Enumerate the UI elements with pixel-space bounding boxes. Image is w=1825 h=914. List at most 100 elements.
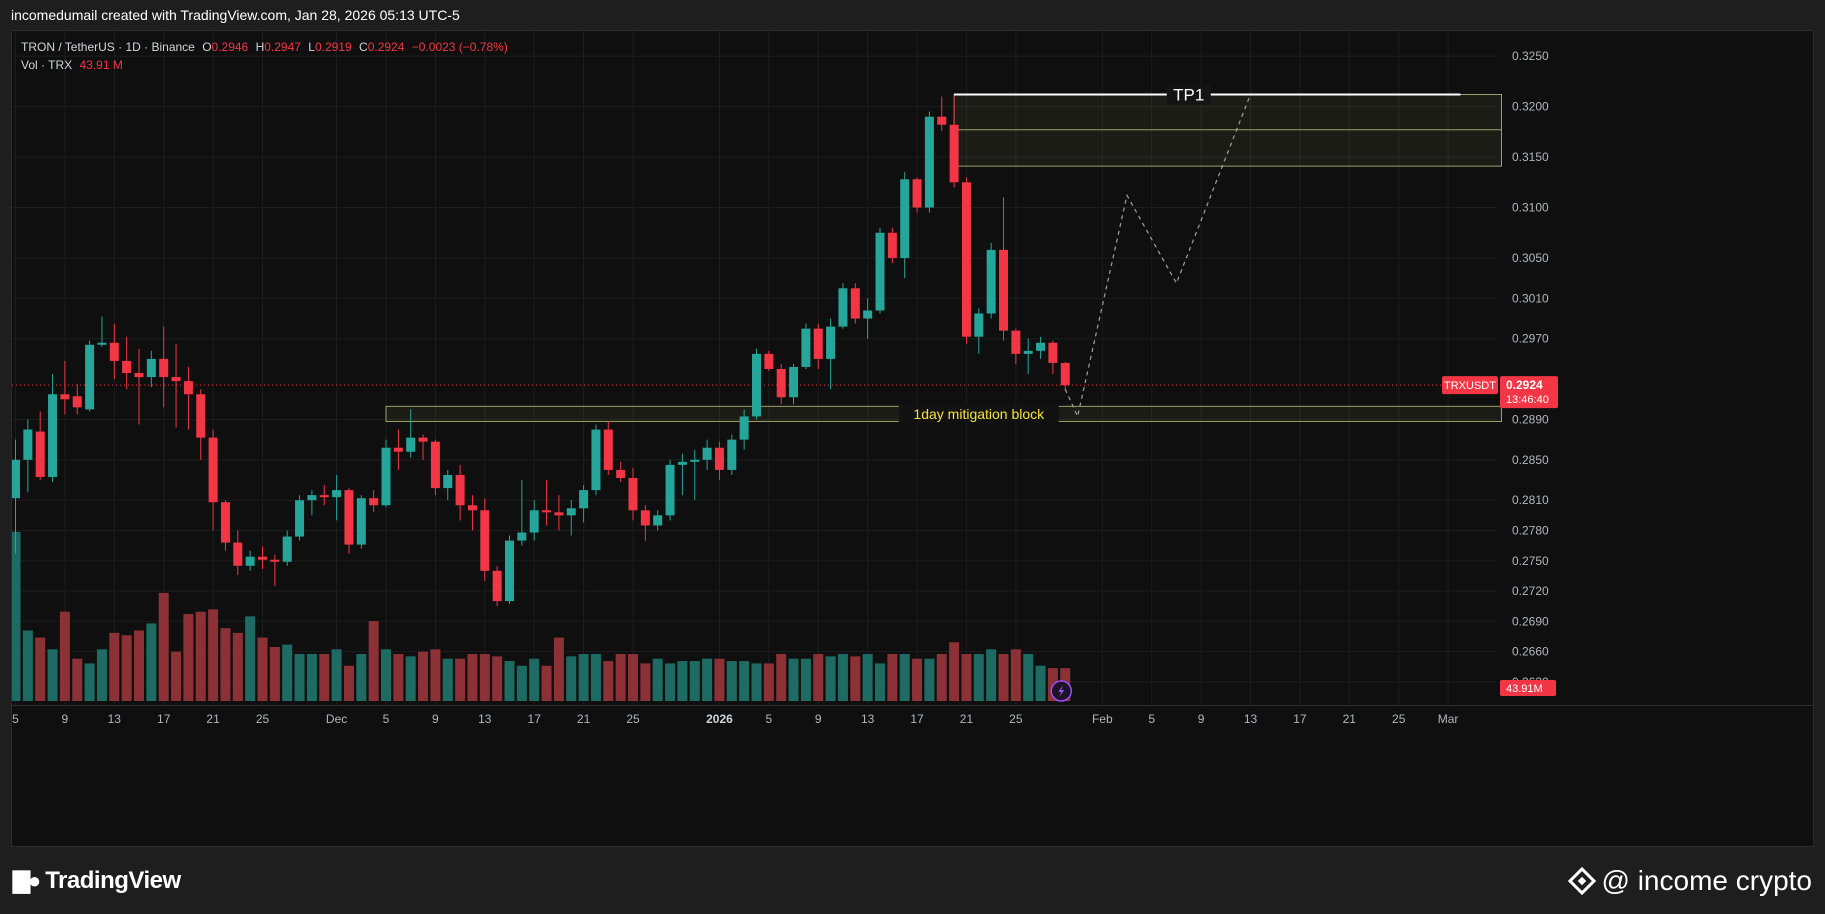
volume-bar — [628, 654, 638, 701]
time-tick-label: 25 — [256, 712, 270, 726]
candle-body — [319, 495, 329, 498]
candle-body — [208, 437, 218, 503]
candle-body — [616, 469, 626, 478]
price-tick-label: 0.3010 — [1512, 291, 1549, 305]
candle-body — [677, 461, 687, 465]
volume-bar — [590, 654, 601, 701]
candle-body — [690, 459, 700, 462]
time-tick-label: 5 — [766, 712, 773, 726]
candle — [282, 530, 292, 566]
price-tick-label: 0.3200 — [1512, 100, 1549, 114]
candle-body — [220, 502, 230, 543]
candle — [35, 411, 45, 481]
candle-body — [418, 437, 428, 442]
volume-bar — [269, 646, 280, 701]
candle-body — [72, 396, 82, 408]
candle — [245, 550, 255, 571]
candle-body — [529, 510, 539, 533]
candle — [134, 348, 144, 425]
candle — [220, 500, 230, 551]
volume-bar — [924, 658, 935, 701]
candle — [640, 505, 650, 541]
candlestick-chart[interactable]: TP1 1day mitigation block 0.3250 0.3200 0.31… — [12, 31, 1813, 846]
candle — [1011, 328, 1021, 364]
volume-bar — [59, 611, 70, 701]
time-tick-label: 5 — [12, 712, 19, 726]
time-tick-label: 13 — [478, 712, 492, 726]
high-label: H — [255, 40, 265, 54]
candle-body — [97, 342, 107, 345]
candle — [838, 283, 848, 329]
volume-bar — [96, 649, 107, 701]
time-tick-label: 9 — [432, 712, 439, 726]
candle — [702, 439, 712, 470]
candle-body — [109, 342, 119, 361]
candle-body — [1048, 342, 1058, 363]
volume-bar — [677, 661, 688, 701]
volume-bar — [776, 654, 787, 701]
candle-body — [122, 360, 132, 374]
candle — [789, 363, 799, 405]
candle-body — [270, 559, 280, 562]
volume-bar — [208, 609, 219, 701]
candle — [443, 469, 453, 501]
volume-bar — [578, 654, 589, 701]
candle-body — [406, 437, 416, 452]
volume-bar — [306, 654, 317, 701]
volume-bar — [640, 663, 651, 701]
candle-body — [233, 542, 243, 566]
volume-bar — [788, 658, 799, 701]
candle — [628, 467, 638, 521]
candle-body — [12, 459, 20, 499]
candle-body — [665, 464, 675, 516]
time-axis: 5 9 13 17 21 25 Dec 5 9 13 17 21 25 2026 5 9 13 17 21 25 Feb… — [12, 712, 1458, 726]
symbol-title[interactable]: TRON / TetherUS · 1D · Binance — [21, 40, 195, 54]
time-tick-label: 25 — [1392, 712, 1406, 726]
candle-body — [48, 394, 58, 477]
volume-bar — [813, 654, 824, 701]
chart-frame[interactable]: TP1 1day mitigation block 0.3250 0.3200 0.31… — [11, 30, 1814, 847]
volume-label[interactable]: Vol · TRX — [21, 58, 73, 72]
price-tick-label: 0.2780 — [1512, 523, 1549, 537]
volume-bar — [195, 611, 206, 701]
candle — [295, 495, 305, 541]
candle — [603, 421, 613, 475]
candle — [752, 348, 761, 420]
time-tick-label: 2026 — [706, 712, 733, 726]
tradingview-logo[interactable]: ▇● TradingView — [13, 867, 181, 895]
time-tick-label: 9 — [815, 712, 822, 726]
candle-body — [937, 116, 947, 125]
candle-body — [467, 505, 477, 511]
candle-body — [579, 490, 589, 509]
candle-body — [60, 394, 70, 400]
binance-diamond-icon — [1567, 866, 1596, 896]
volume-bar — [430, 649, 441, 701]
mitigation-label: 1day mitigation block — [913, 406, 1045, 422]
candle — [529, 500, 539, 541]
candle — [850, 283, 860, 324]
volume-bar — [665, 663, 676, 701]
volume-bar — [541, 665, 552, 701]
time-tick-label: 21 — [960, 712, 974, 726]
candle — [208, 429, 218, 531]
candle — [1036, 336, 1046, 359]
candle-body — [134, 373, 144, 378]
candle — [912, 177, 922, 213]
time-tick-label: 17 — [528, 712, 542, 726]
candle — [863, 298, 873, 339]
price-tick-label: 0.2660 — [1512, 645, 1549, 659]
tp1-label-bg — [1166, 84, 1211, 105]
candle — [369, 490, 379, 513]
candle — [467, 495, 477, 531]
candle — [727, 434, 737, 475]
candle-body — [455, 474, 465, 506]
candle — [183, 366, 193, 430]
volume-value: 43.91 M — [79, 58, 123, 72]
candle — [949, 96, 959, 188]
candle — [122, 336, 132, 390]
candle-body — [801, 328, 811, 367]
volume-tag-bg — [1500, 680, 1556, 696]
volume-bar — [12, 531, 21, 701]
ohlc-legend-row: TRON / TetherUS · 1D · Binance O0.2946 H… — [21, 38, 508, 56]
candle — [418, 434, 428, 460]
